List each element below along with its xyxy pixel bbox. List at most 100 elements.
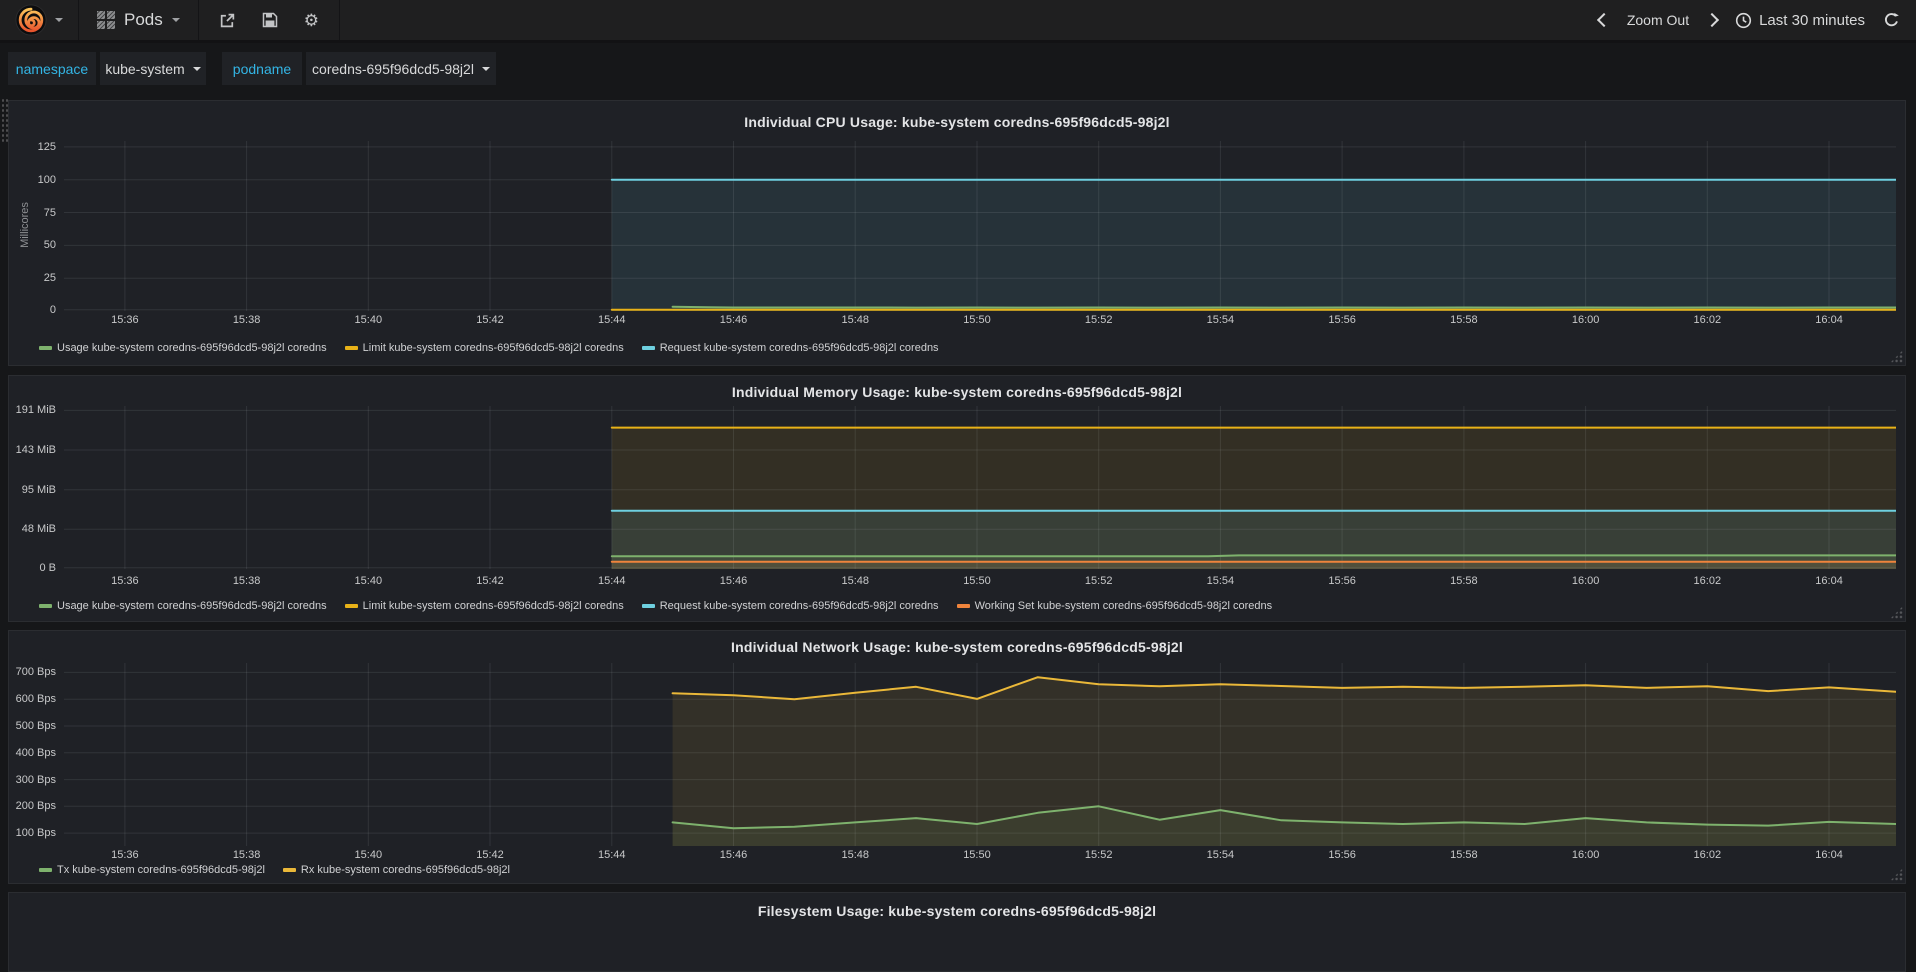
legend-color-dash (39, 868, 52, 872)
x-tick-label: 15:38 (232, 575, 261, 587)
dashboard-picker[interactable]: Pods (79, 0, 199, 40)
x-tick-label: 15:44 (598, 575, 626, 587)
x-tick-label: 16:02 (1693, 575, 1722, 587)
x-tick-label: 15:42 (476, 849, 504, 861)
panel-title[interactable]: Filesystem Usage: kube-system coredns-69… (757, 903, 1157, 919)
y-tick-label: 500 Bps (15, 719, 56, 732)
time-range-label: Last 30 minutes (1759, 11, 1865, 29)
legend-label: Usage kube-system coredns-695f96dcd5-98j… (57, 342, 327, 354)
x-tick-label: 15:58 (1450, 575, 1478, 587)
variable-label-podname: podname (222, 52, 302, 85)
legend-label: Working Set kube-system coredns-695f96dc… (974, 600, 1273, 612)
variable-label-namespace: namespace (8, 52, 96, 85)
x-tick-label: 15:58 (1450, 849, 1478, 861)
dashboard-picker-label: Pods (124, 10, 163, 29)
x-tick-label: 15:36 (111, 314, 139, 326)
x-tick-label: 15:40 (354, 849, 383, 861)
legend-item[interactable]: Usage kube-system coredns-695f96dcd5-98j… (39, 600, 327, 612)
legend-item[interactable]: Usage kube-system coredns-695f96dcd5-98j… (39, 342, 327, 354)
panel-resize-handle[interactable] (1890, 606, 1903, 619)
panel-resize-handle[interactable] (1890, 868, 1903, 881)
legend-color-dash (282, 868, 296, 872)
legend-color-dash (344, 604, 358, 608)
tx-kube-system-coredns-695f96dcd5-98j2l-fill (672, 806, 1896, 846)
time-range-picker[interactable]: Last 30 minutes (1735, 12, 1865, 29)
x-tick-label: 15:48 (841, 849, 869, 861)
row-drag-handle[interactable] (1, 98, 8, 142)
share-icon[interactable] (219, 12, 236, 29)
usage-kube-system-coredns-695f96dcd5-98j-line (610, 554, 1896, 558)
panel-individual-memory-usage: Individual Memory Usage: kube-system cor… (8, 375, 1906, 622)
legend-color-dash (641, 604, 655, 608)
x-tick-label: 15:44 (598, 849, 626, 861)
legend-color-dash (956, 604, 970, 608)
y-tick-label: 25 (43, 272, 56, 285)
legend-label: Limit kube-system coredns-695f96dcd5-98j… (362, 342, 624, 354)
cpu-legend: Usage kube-system coredns-695f96dcd5-98j… (39, 342, 939, 354)
x-tick-label: 15:50 (963, 849, 991, 861)
legend-label: Tx kube-system coredns-695f96dcd5-98j2l (57, 864, 265, 876)
x-tick-label: 15:36 (111, 575, 139, 587)
zoom-out-button[interactable]: Zoom Out (1626, 12, 1690, 28)
x-tick-label: 16:04 (1815, 849, 1843, 861)
x-tick-label: 15:54 (1206, 849, 1235, 861)
legend-label: Limit kube-system coredns-695f96dcd5-98j… (362, 600, 624, 612)
x-tick-label: 15:46 (719, 849, 748, 861)
refresh-icon[interactable] (1883, 12, 1900, 29)
legend-item[interactable]: Limit kube-system coredns-695f96dcd5-98j… (344, 342, 624, 354)
x-tick-label: 15:36 (111, 849, 139, 861)
panel-title[interactable]: Individual Memory Usage: kube-system cor… (731, 384, 1183, 400)
x-tick-label: 15:42 (476, 314, 504, 326)
limit-kube-system-coredns-695f96dcd5-98j-fill (611, 427, 1896, 569)
legend-label: Request kube-system coredns-695f96dcd5-9… (659, 600, 939, 612)
y-tick-label: 143 MiB (15, 443, 56, 456)
legend-item[interactable]: Request kube-system coredns-695f96dcd5-9… (641, 600, 939, 612)
legend-color-dash (641, 346, 655, 350)
grafana-logo-menu[interactable] (0, 0, 79, 40)
legend-item[interactable]: Limit kube-system coredns-695f96dcd5-98j… (344, 600, 624, 612)
settings-gear-icon[interactable]: ⚙ (303, 10, 319, 30)
variable-value-namespace[interactable]: kube-system (100, 52, 206, 85)
panel-resize-handle[interactable] (1890, 350, 1903, 363)
save-icon[interactable] (262, 12, 278, 28)
y-tick-label: 400 Bps (15, 746, 56, 759)
x-tick-label: 15:48 (841, 314, 869, 326)
working-set-kube-system-coredns-695f96dc-fill (611, 561, 1896, 569)
x-tick-label: 16:04 (1815, 314, 1843, 326)
y-tick-label: 50 (43, 239, 56, 252)
legend-item[interactable]: Request kube-system coredns-695f96dcd5-9… (641, 342, 939, 354)
memory-chart-plot[interactable] (64, 406, 1896, 569)
cpu-chart-plot[interactable] (64, 141, 1896, 311)
x-tick-label: 16:02 (1693, 849, 1722, 861)
dashboard-grid-icon (97, 11, 115, 29)
legend-item[interactable]: Rx kube-system coredns-695f96dcd5-98j2l (282, 864, 510, 876)
y-tick-label: 95 MiB (21, 483, 56, 496)
x-tick-label: 16:00 (1571, 575, 1600, 587)
legend-item[interactable]: Working Set kube-system coredns-695f96dc… (956, 600, 1273, 612)
x-tick-label: 15:52 (1084, 849, 1113, 861)
x-tick-label: 15:40 (354, 575, 383, 587)
variable-value-podname[interactable]: coredns-695f96dcd5-98j2l (306, 52, 496, 85)
time-shift-forward-icon[interactable] (1705, 12, 1720, 28)
legend-label: Request kube-system coredns-695f96dcd5-9… (659, 342, 939, 354)
x-tick-label: 15:38 (232, 849, 261, 861)
y-tick-label: 700 Bps (15, 666, 56, 679)
podname-caret-icon (481, 66, 490, 71)
x-tick-label: 15:42 (476, 575, 504, 587)
panel-title[interactable]: Individual Network Usage: kube-system co… (731, 639, 1183, 655)
legend-item[interactable]: Tx kube-system coredns-695f96dcd5-98j2l (39, 864, 265, 876)
y-tick-label: 100 (37, 173, 56, 186)
y-tick-label: 600 Bps (15, 693, 56, 706)
x-tick-label: 15:50 (963, 575, 991, 587)
y-tick-label: 100 Bps (15, 827, 56, 840)
x-tick-label: 15:44 (598, 314, 626, 326)
time-shift-back-icon[interactable] (1596, 12, 1611, 28)
legend-color-dash (344, 346, 358, 350)
rx-kube-system-coredns-695f96dcd5-98j2l-fill (672, 677, 1896, 846)
clock-icon (1735, 12, 1752, 28)
panel-individual-cpu-usage: Individual CPU Usage: kube-system coredn… (8, 100, 1906, 366)
network-chart-plot[interactable] (64, 663, 1896, 846)
request-kube-system-coredns-695f96dcd5-9-fill (611, 179, 1896, 311)
dashboard-actions: ⚙ (199, 0, 340, 40)
panel-title[interactable]: Individual CPU Usage: kube-system coredn… (744, 114, 1170, 130)
